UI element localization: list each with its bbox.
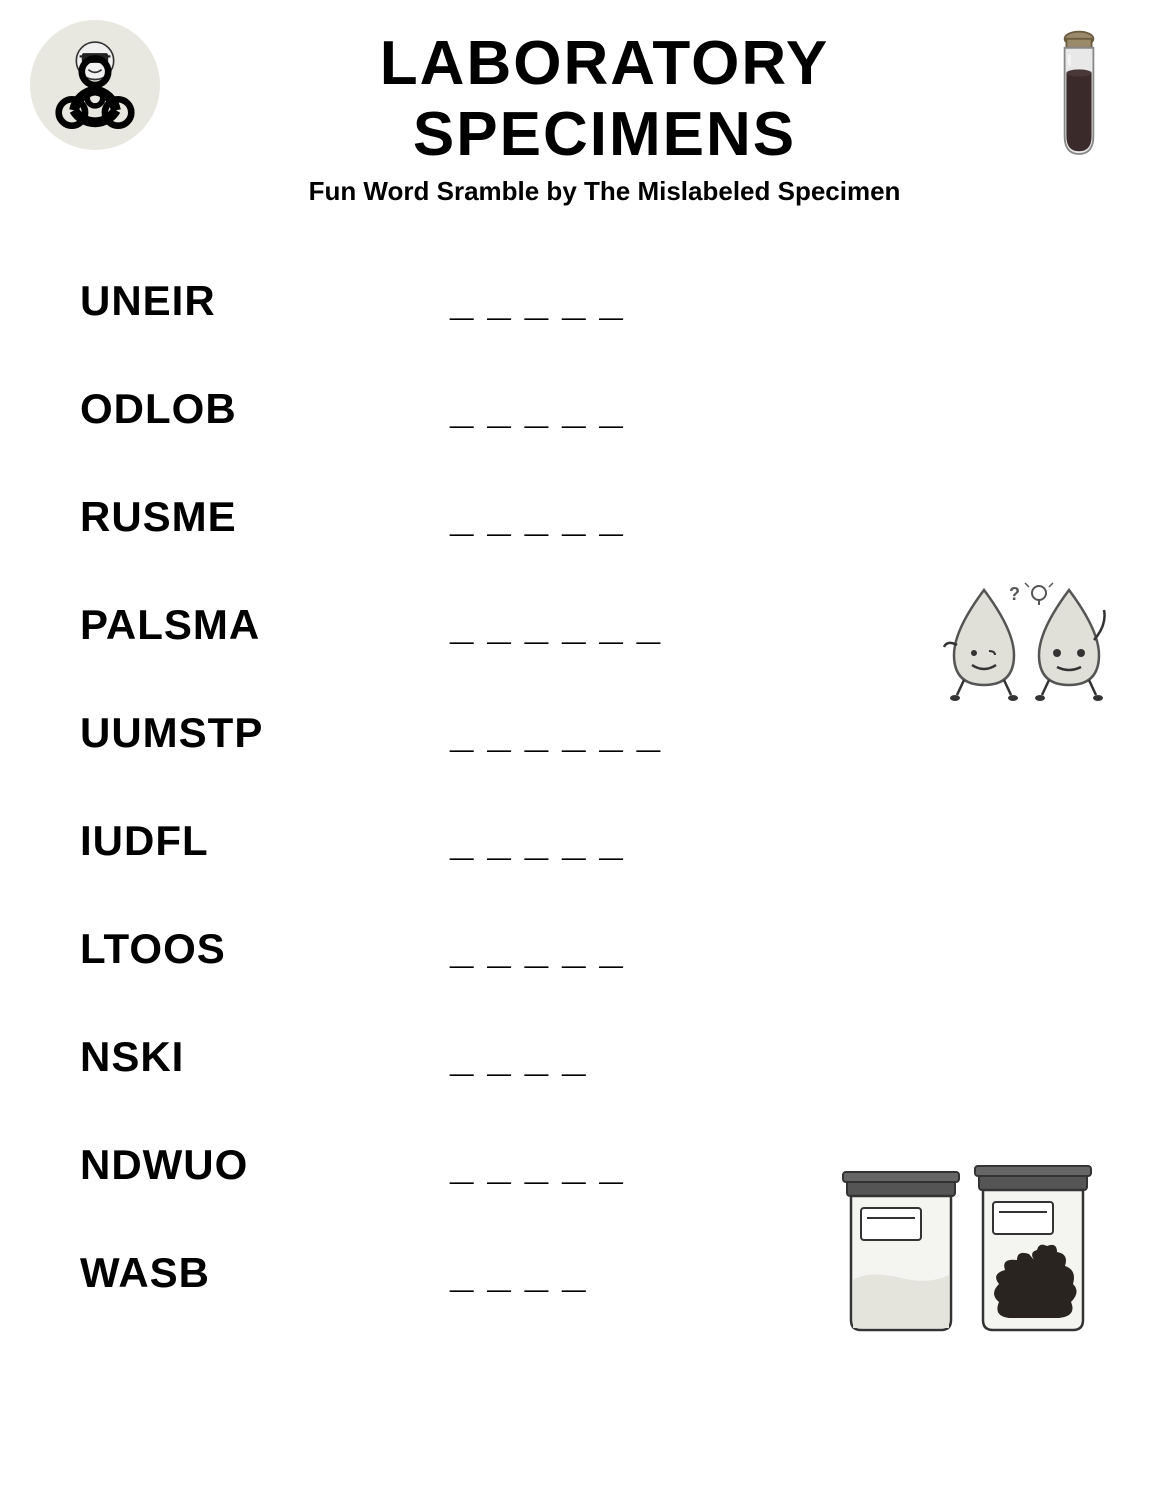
answer-blanks[interactable]: ____ — [450, 1249, 599, 1297]
specimen-jars-icon — [829, 1160, 1099, 1340]
scrambled-word: WASB — [80, 1249, 450, 1297]
scrambled-word: NDWUO — [80, 1141, 450, 1189]
biohazard-icon — [40, 30, 150, 140]
scramble-row: LTOOS_____ — [80, 925, 1079, 973]
scramble-row: IUDFL_____ — [80, 817, 1079, 865]
answer-blanks[interactable]: ______ — [450, 601, 674, 649]
scramble-row: RUSME_____ — [80, 493, 1079, 541]
scramble-row: UNEIR_____ — [80, 277, 1079, 325]
biohazard-logo — [30, 20, 160, 150]
answer-blanks[interactable]: ____ — [450, 1033, 599, 1081]
answer-blanks[interactable]: ______ — [450, 709, 674, 757]
answer-blanks[interactable]: _____ — [450, 1141, 637, 1189]
drops-icon: ? — [929, 575, 1129, 715]
scrambled-word: ODLOB — [80, 385, 450, 433]
page-subtitle: Fun Word Sramble by The Mislabeled Speci… — [180, 176, 1029, 207]
answer-blanks[interactable]: _____ — [450, 493, 637, 541]
scramble-list: UNEIR_____ODLOB_____RUSME_____PALSMA____… — [0, 207, 1159, 1297]
scrambled-word: RUSME — [80, 493, 450, 541]
answer-blanks[interactable]: _____ — [450, 385, 637, 433]
scrambled-word: LTOOS — [80, 925, 450, 973]
scrambled-word: PALSMA — [80, 601, 450, 649]
answer-blanks[interactable]: _____ — [450, 817, 637, 865]
test-tube-icon — [1049, 20, 1129, 168]
scrambled-word: UNEIR — [80, 277, 450, 325]
scramble-row: ODLOB_____ — [80, 385, 1079, 433]
scramble-row: UUMSTP______ — [80, 709, 1079, 757]
answer-blanks[interactable]: _____ — [450, 277, 637, 325]
page-title: LABORATORY SPECIMENS — [180, 28, 1029, 170]
scrambled-word: UUMSTP — [80, 709, 450, 757]
answer-blanks[interactable]: _____ — [450, 925, 637, 973]
scramble-row: NSKI____ — [80, 1033, 1079, 1081]
scrambled-word: IUDFL — [80, 817, 450, 865]
scrambled-word: NSKI — [80, 1033, 450, 1081]
svg-text:?: ? — [1009, 584, 1020, 604]
